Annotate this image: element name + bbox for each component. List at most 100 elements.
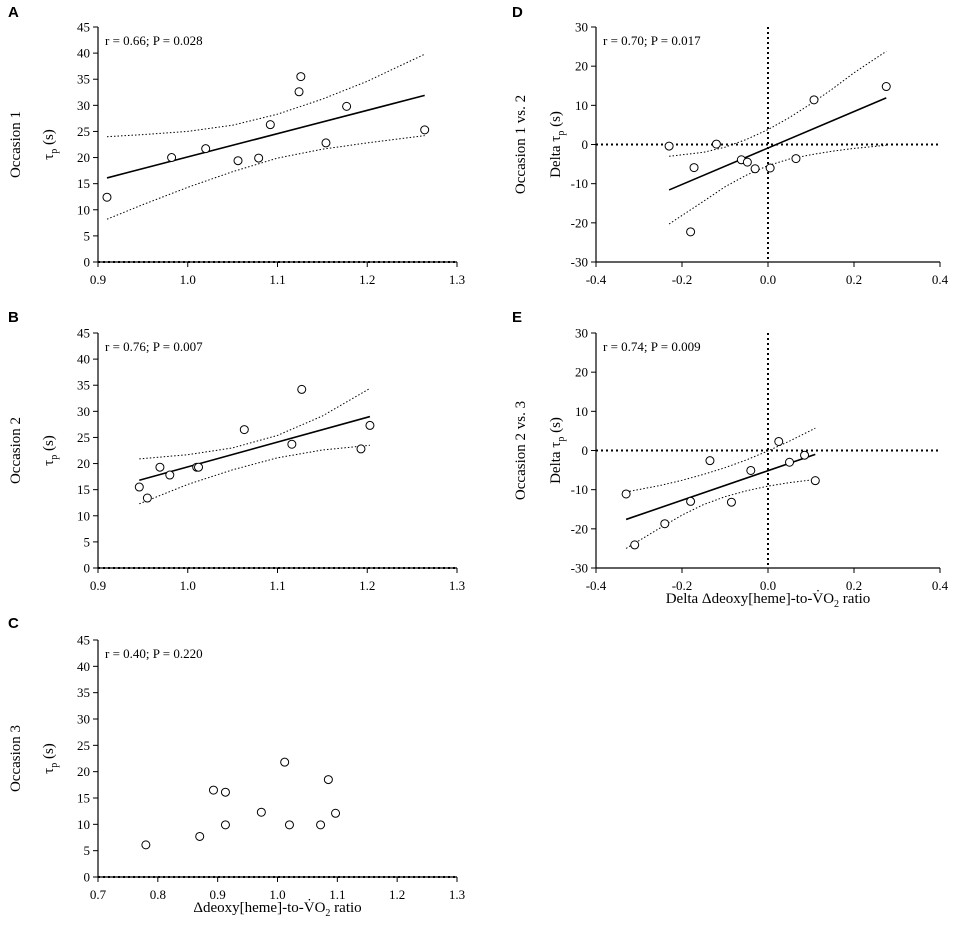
- data-point: [220, 787, 230, 797]
- data-point: [142, 493, 152, 503]
- y-axis-title: Delta τp (s): [548, 417, 567, 484]
- y-tick-label: -30: [571, 255, 588, 270]
- data-point: [750, 164, 760, 174]
- ci-upper-band: [106, 53, 425, 138]
- data-point: [785, 457, 794, 467]
- y-tick-label: 25: [77, 124, 90, 139]
- y-tick-label: 20: [575, 59, 588, 74]
- data-point: [201, 144, 211, 154]
- y-tick-label: -20: [571, 521, 588, 536]
- y-tick-label: 5: [84, 228, 91, 243]
- stat-text: r = 0.66; P = 0.028: [105, 33, 203, 48]
- x-tick-label: -0.2: [672, 578, 693, 593]
- data-point: [165, 470, 175, 480]
- regression-line: [625, 453, 816, 521]
- ci-lower-band: [668, 144, 887, 225]
- data-point: [316, 820, 326, 830]
- data-point: [239, 425, 249, 435]
- y-tick-label: 10: [77, 508, 90, 523]
- data-point: [660, 519, 670, 529]
- y-tick-label: 0: [84, 561, 91, 576]
- panel-b: 0 5 10 15 20 25 30 35 40 45 0.9 1.0 1.1 1.2 1.3 r = 0.7…: [8, 309, 465, 593]
- data-point: [102, 192, 112, 202]
- data-point: [331, 808, 341, 818]
- data-point: [746, 465, 756, 475]
- y-tick-label: 20: [77, 150, 90, 165]
- data-point: [155, 462, 165, 472]
- row-label: Occasion 3: [8, 725, 24, 792]
- x-tick-label: 1.0: [180, 272, 196, 287]
- data-point: [686, 227, 696, 237]
- data-point: [134, 482, 144, 492]
- ci-lower-band: [139, 444, 370, 505]
- x-tick-label: 0.0: [760, 272, 776, 287]
- y-tick-label: 30: [575, 20, 588, 35]
- stat-text: r = 0.74; P = 0.009: [603, 339, 701, 354]
- y-axis-title: τp (s): [41, 743, 60, 774]
- data-point: [297, 384, 307, 394]
- y-tick-label: 0: [582, 443, 589, 458]
- y-tick-label: -30: [571, 561, 588, 576]
- data-point: [195, 831, 205, 841]
- data-point: [208, 785, 218, 795]
- x-tick-label: 1.1: [269, 272, 285, 287]
- data-point: [233, 156, 243, 166]
- ci-lower-band: [625, 479, 816, 549]
- x-tick-label: 1.3: [449, 272, 465, 287]
- row-label: Occasion 2 vs. 3: [513, 401, 529, 500]
- regression-line: [668, 97, 887, 191]
- y-tick-label: 40: [77, 659, 90, 674]
- x-tick-label: -0.4: [586, 272, 607, 287]
- x-tick-label: 1.1: [329, 887, 345, 902]
- panel-letter: A: [8, 4, 19, 21]
- data-point: [365, 420, 375, 430]
- data-point: [256, 807, 266, 817]
- data-point: [711, 139, 721, 149]
- y-tick-label: 30: [575, 326, 588, 341]
- x-tick-label: 0.4: [932, 578, 949, 593]
- ci-upper-band: [669, 50, 887, 157]
- x-tick-label: 1.2: [389, 887, 405, 902]
- y-tick-label: 35: [77, 685, 90, 700]
- x-tick-label: 0.2: [846, 272, 862, 287]
- y-tick-label: 10: [575, 404, 588, 419]
- x-axis-title: Δdeoxy[heme]-to-V̇O2 ratio: [193, 899, 361, 919]
- x-tick-label: 1.0: [180, 578, 196, 593]
- panel-a: 0 5 10 15 20 25 30 35 40 45 0.9 1.0 1.1 1.2 1.3 r = 0.6…: [8, 4, 465, 287]
- y-tick-label: 30: [77, 712, 90, 727]
- y-tick-label: -20: [571, 215, 588, 230]
- panel-d: -30 -20 -10 0 10 20 30 -0.4 -0.2 0.0 0.2 0.4 r = 0.7…: [512, 4, 949, 287]
- x-tick-label: 1.1: [269, 578, 285, 593]
- y-tick-label: 5: [84, 843, 91, 858]
- y-tick-label: 20: [575, 365, 588, 380]
- y-tick-label: 35: [77, 72, 90, 87]
- panel-e: -30 -20 -10 0 10 20 30 -0.4 -0.2 0.0 0.2 0.4 r = 0.7…: [512, 309, 949, 610]
- data-point: [686, 496, 696, 506]
- regression-line: [139, 415, 371, 482]
- data-point: [881, 82, 891, 92]
- panel-letter: E: [512, 309, 522, 326]
- data-point: [220, 820, 230, 830]
- x-tick-label: -0.2: [672, 272, 693, 287]
- y-tick-label: 30: [77, 98, 90, 113]
- data-point: [774, 436, 784, 446]
- data-point: [791, 154, 801, 164]
- y-tick-label: 25: [77, 738, 90, 753]
- data-point: [141, 840, 151, 850]
- y-tick-label: 40: [77, 352, 90, 367]
- data-point: [342, 101, 352, 111]
- x-tick-label: 0.0: [760, 578, 776, 593]
- ci-upper-band: [626, 427, 816, 493]
- x-tick-label: 0.4: [932, 272, 949, 287]
- data-point: [765, 163, 775, 173]
- x-tick-label: 0.8: [150, 887, 166, 902]
- row-label: Occasion 2: [8, 417, 24, 484]
- data-point: [689, 163, 699, 173]
- y-tick-label: 10: [77, 202, 90, 217]
- row-label: Occasion 1 vs. 2: [513, 95, 529, 194]
- row-label: Occasion 1: [8, 111, 24, 178]
- x-axis-title: Delta Δdeoxy[heme]-to-V̇O2 ratio: [666, 590, 871, 610]
- data-point: [321, 138, 331, 148]
- y-axis-title: τp (s): [41, 435, 60, 466]
